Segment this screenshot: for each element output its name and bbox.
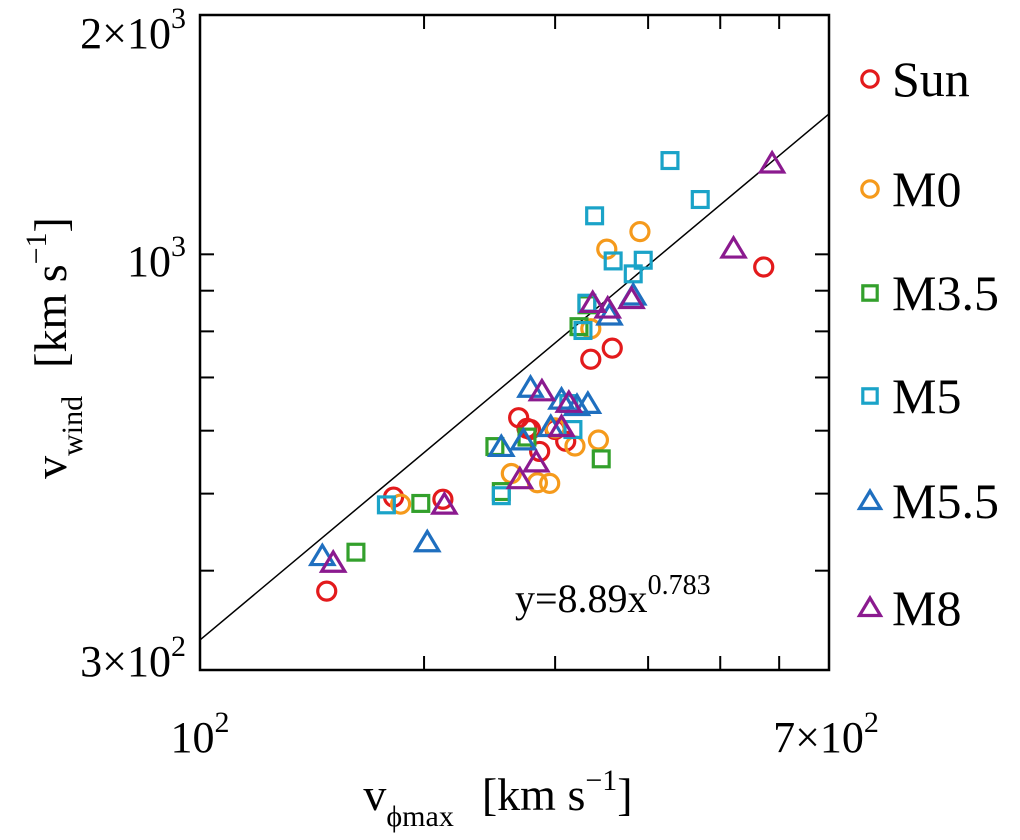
data-point-m8	[521, 448, 551, 473]
data-point-m0	[539, 472, 561, 495]
y-axis-label: vwind[km s−1]	[20, 217, 89, 479]
legend-item-m8: M8	[856, 580, 961, 636]
legend-marker-m5	[861, 387, 879, 405]
axis-ticks	[200, 14, 830, 670]
data-point-m8	[505, 465, 535, 490]
data-point-m5	[491, 486, 511, 506]
data-point-m5-5	[573, 390, 603, 414]
legend-label-m5-5: M5.5	[892, 473, 999, 529]
legend-label-sun: Sun	[892, 51, 970, 107]
legend-symbol	[861, 284, 879, 302]
data-point-sun	[316, 580, 338, 602]
legend-item-m3-5: M3.5	[861, 265, 999, 321]
data-point-m8	[554, 388, 584, 413]
data-point-sun	[601, 337, 623, 359]
data-point-m5-5	[307, 542, 337, 567]
data-point-m5-5	[562, 392, 592, 417]
data-point-sun	[580, 348, 602, 370]
data-point-m0	[587, 429, 610, 451]
legend-symbol	[861, 387, 879, 405]
data-point-m8	[547, 413, 576, 438]
data-point-m5	[376, 495, 396, 515]
data-point-m5	[573, 320, 593, 341]
fit-line	[200, 113, 829, 641]
data-point-m5-5	[509, 426, 538, 451]
x-tick-label-right: 7×102	[773, 706, 879, 762]
data-point-m8	[430, 490, 459, 515]
legend-symbol	[860, 69, 880, 89]
data-point-m3-5	[569, 317, 589, 337]
legend-label-m5: M5	[892, 368, 961, 424]
plot-frame	[198, 13, 831, 672]
legend-item-m0: M0	[860, 161, 961, 217]
data-point-m5-5	[412, 528, 442, 553]
fit-equation-label: y=8.89x0.783	[515, 570, 711, 621]
data-point-m8	[593, 294, 623, 319]
data-point-m8	[578, 289, 608, 314]
legend-marker-sun	[860, 69, 880, 89]
data-point-m8	[719, 234, 748, 259]
data-point-m8	[617, 285, 646, 310]
legend-marker-m5-5	[856, 487, 884, 511]
data-point-m5	[660, 151, 680, 171]
data-point-m3-5	[491, 482, 511, 502]
y-tick-label-middle: 103	[127, 230, 186, 286]
data-point-m8	[527, 377, 557, 402]
y-tick-label-bottom: 3×102	[80, 630, 186, 686]
legend-item-sun: Sun	[860, 51, 970, 107]
data-point-m5-5	[595, 301, 624, 326]
x-tick-label-left: 102	[171, 706, 230, 762]
legend-item-m5: M5	[861, 368, 961, 424]
data-point-m8	[757, 149, 787, 174]
data-point-sun	[753, 256, 775, 278]
data-point-m3-5	[411, 493, 431, 513]
data-point-m3-5	[346, 542, 366, 562]
data-point-m5	[690, 189, 710, 210]
legend-label-m0: M0	[892, 161, 961, 217]
data-point-m0	[629, 220, 651, 243]
legend-label-m8: M8	[892, 580, 961, 636]
y-tick-label-top: 2×103	[80, 2, 186, 58]
legend-symbol	[856, 594, 884, 618]
data-point-m5	[633, 250, 653, 270]
data-point-m5-5	[516, 373, 545, 398]
legend-marker-m3-5	[861, 284, 879, 302]
legend: Sun M0 M3.5 M5 M5.5 M8	[856, 51, 999, 636]
data-point-sun	[529, 440, 551, 463]
legend-symbol	[856, 487, 884, 511]
legend-symbol	[860, 179, 880, 199]
data-point-m5-5	[547, 385, 576, 410]
legend-marker-m0	[860, 179, 880, 199]
data-point-m3-5	[591, 449, 611, 469]
legend-label-m3-5: M3.5	[892, 265, 999, 321]
data-point-m0	[389, 493, 412, 515]
plot-marks	[200, 113, 829, 641]
data-point-sun	[432, 488, 454, 510]
legend-item-m5-5: M5.5	[856, 473, 999, 529]
x-axis-label: vϕmax [km s−1]	[363, 764, 632, 833]
data-point-m5	[603, 251, 623, 271]
data-point-m5-5	[486, 433, 516, 458]
data-point-m8	[318, 548, 348, 573]
data-point-m5	[563, 420, 583, 440]
data-point-m5	[585, 206, 605, 226]
legend-marker-m8	[856, 594, 884, 618]
